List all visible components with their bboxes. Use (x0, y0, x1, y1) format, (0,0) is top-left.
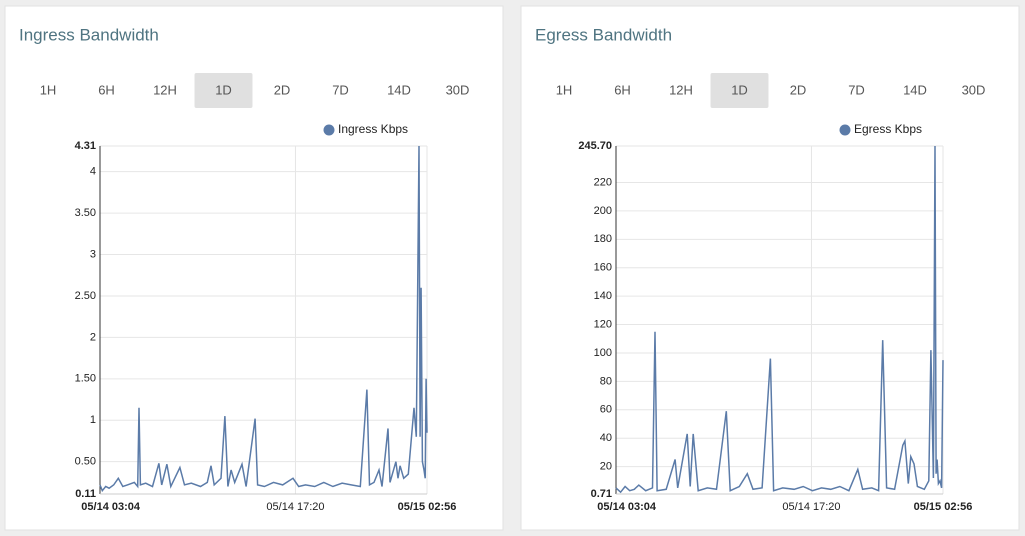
card (4, 5, 504, 531)
x-tick-label: 05/15 02:56 (914, 501, 973, 513)
range-button[interactable]: 6H (98, 82, 115, 97)
range-button[interactable]: 1D (731, 82, 748, 97)
range-button-bg[interactable] (710, 73, 769, 108)
y-tick-label: 0.71 (591, 488, 612, 500)
card-title: Ingress Bandwidth (19, 25, 159, 44)
y-tick-label: 0.11 (75, 488, 96, 500)
legend-marker (839, 124, 851, 136)
y-tick-label: 2 (90, 331, 96, 343)
range-button[interactable]: 1H (40, 82, 57, 97)
range-button[interactable]: 1H (556, 82, 573, 97)
y-tick-label: 60 (600, 404, 612, 416)
y-tick-label: 180 (594, 233, 612, 245)
y-tick-label: 100 (594, 347, 612, 359)
legend-label: Ingress Kbps (338, 122, 408, 136)
y-tick-label: 1 (90, 414, 96, 426)
legend-marker (323, 124, 335, 136)
y-tick-label: 3 (90, 248, 96, 260)
x-tick-label: 05/15 02:56 (398, 501, 457, 513)
y-tick-label: 160 (594, 262, 612, 274)
y-tick-label: 20 (600, 461, 612, 473)
y-tick-label: 3.50 (75, 207, 96, 219)
range-button[interactable]: 14D (903, 82, 927, 97)
legend-label: Egress Kbps (854, 122, 922, 136)
range-button[interactable]: 2D (274, 82, 291, 97)
x-tick-label: 05/14 03:04 (81, 501, 141, 513)
range-button[interactable]: 2D (790, 82, 807, 97)
data-line (615, 145, 944, 494)
range-button[interactable]: 30D (962, 82, 986, 97)
range-button[interactable]: 14D (387, 82, 411, 97)
x-tick-label: 05/14 17:20 (782, 501, 840, 513)
range-button[interactable]: 30D (446, 82, 470, 97)
card-title: Egress Bandwidth (535, 25, 672, 44)
data-line (99, 145, 428, 493)
y-tick-label: 120 (594, 318, 612, 330)
range-button[interactable]: 7D (848, 82, 865, 97)
y-tick-label: 220 (594, 176, 612, 188)
y-tick-label: 4 (90, 166, 96, 178)
range-button[interactable]: 6H (614, 82, 631, 97)
y-tick-label: 40 (600, 432, 612, 444)
y-tick-label: 1.50 (75, 373, 96, 385)
y-tick-label: 2.50 (75, 290, 96, 302)
x-tick-label: 05/14 03:04 (597, 501, 657, 513)
range-button-bg[interactable] (194, 73, 253, 108)
range-button[interactable]: 12H (153, 82, 177, 97)
y-tick-label: 245.70 (578, 140, 612, 152)
y-tick-label: 0.50 (75, 456, 96, 468)
range-button[interactable]: 1D (215, 82, 232, 97)
y-tick-label: 4.31 (75, 140, 96, 152)
y-tick-label: 200 (594, 205, 612, 217)
range-button[interactable]: 7D (332, 82, 349, 97)
y-tick-label: 140 (594, 290, 612, 302)
y-tick-label: 80 (600, 375, 612, 387)
range-button[interactable]: 12H (669, 82, 693, 97)
x-tick-label: 05/14 17:20 (266, 501, 324, 513)
